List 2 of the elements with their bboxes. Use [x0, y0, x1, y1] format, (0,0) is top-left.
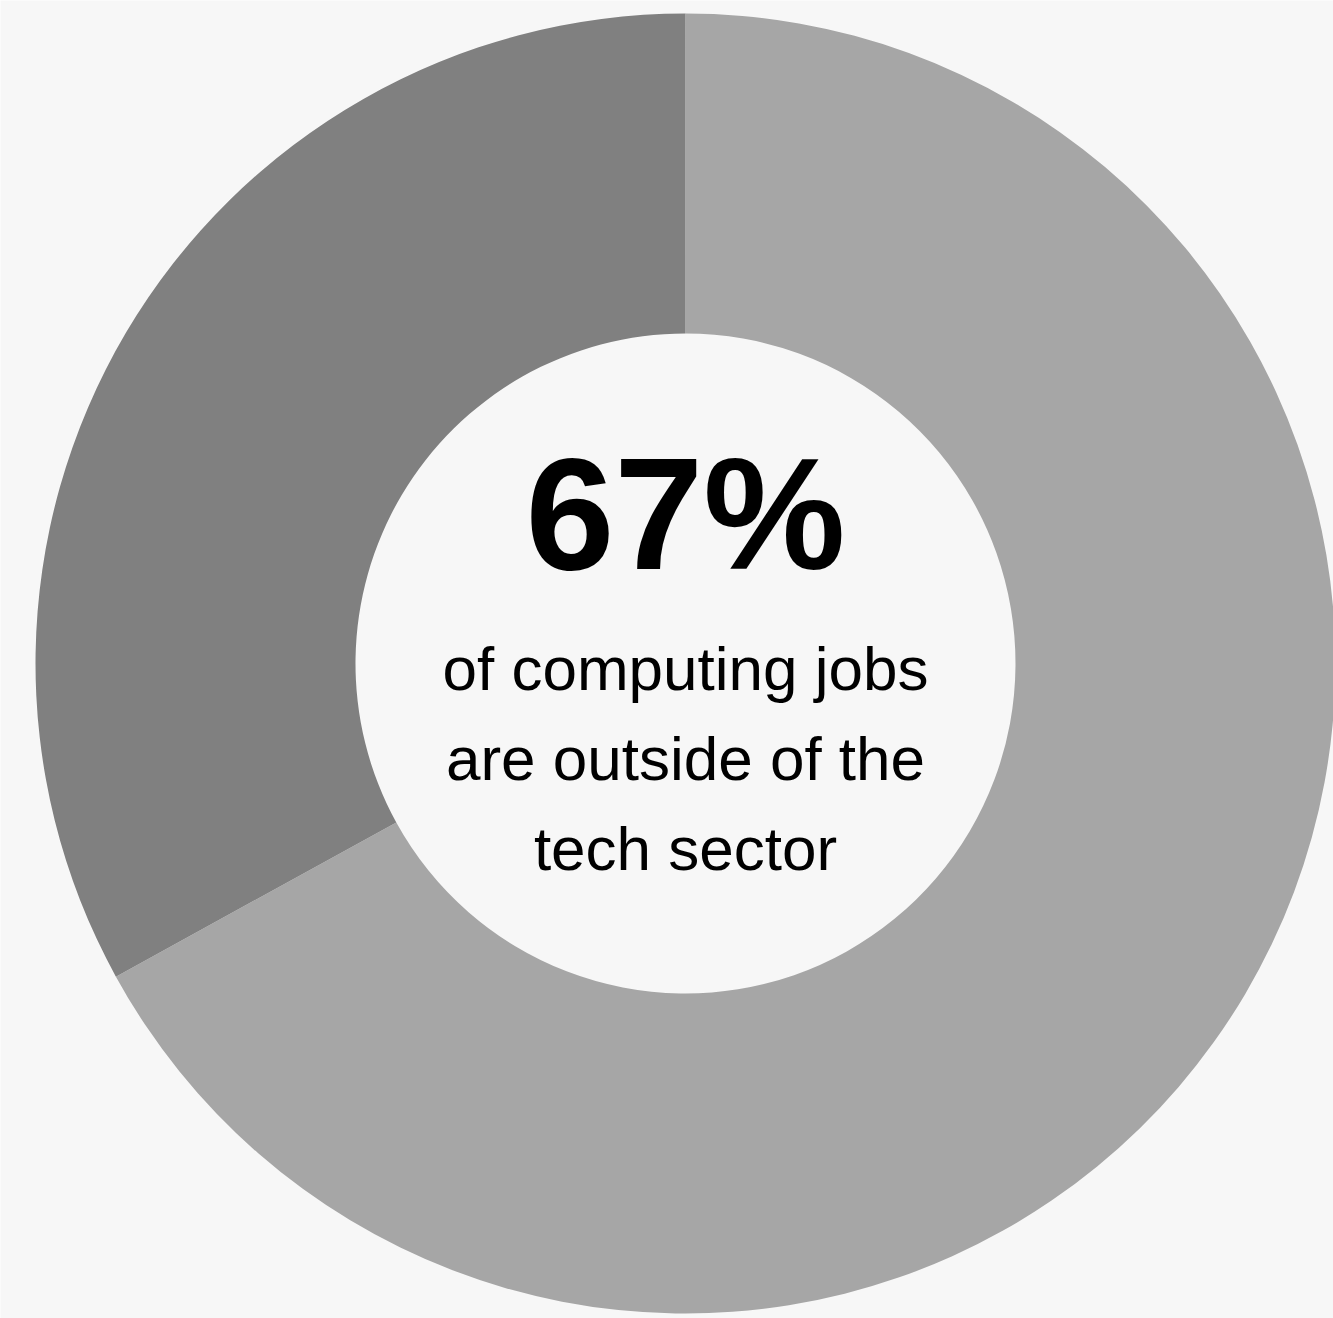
text: 67% — [525, 424, 846, 603]
text: of computing jobs are outside of the tech sector — [442, 634, 929, 883]
